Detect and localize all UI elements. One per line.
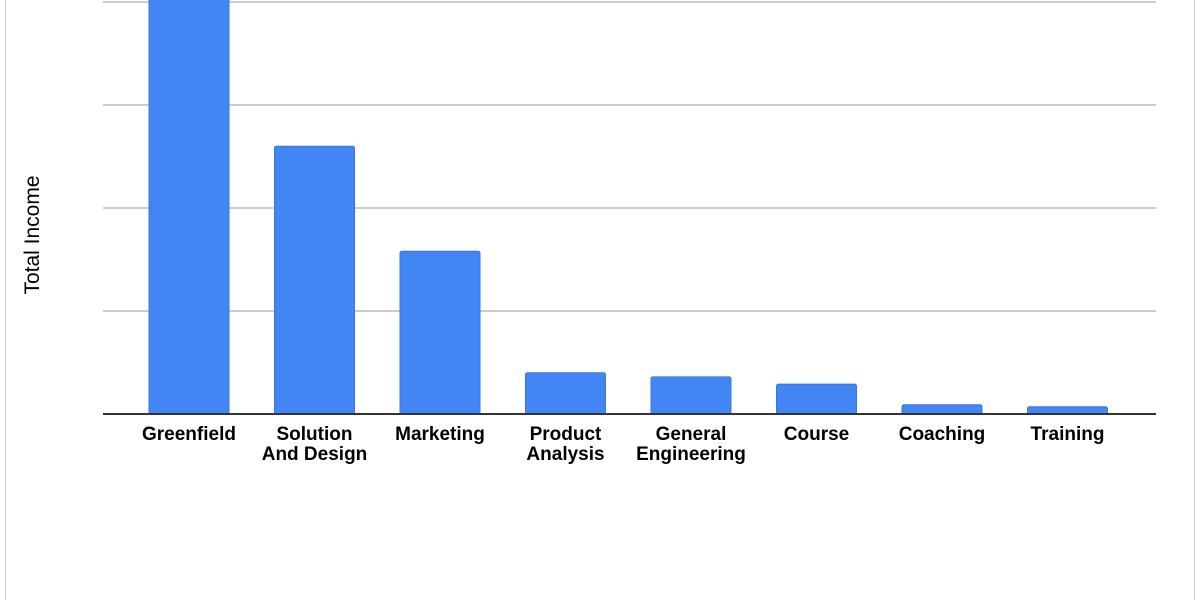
bar-chart: Greenfield Solution And Design Marketing Pro…	[21, 0, 1156, 465]
bar-general-engineering	[650, 376, 732, 415]
bar-coaching	[901, 404, 983, 415]
x-tick-label: Coaching	[899, 424, 986, 445]
bar-training	[1027, 406, 1108, 415]
x-tick-label: Marketing	[395, 424, 485, 445]
bar-product-analysis	[525, 372, 606, 415]
y-axis-label: Total Income	[21, 175, 44, 294]
x-tick-label: Solution And Design	[262, 424, 368, 465]
chart-frame: Greenfield Solution And Design Marketing Pro…	[5, 0, 1195, 600]
x-tick-label: General Engineering	[636, 424, 746, 465]
bars	[148, 0, 1108, 415]
x-tick-label: Course	[784, 424, 849, 445]
x-tick-label: Product Analysis	[526, 424, 604, 465]
gridlines	[103, 1, 1156, 312]
bar-course	[776, 383, 857, 415]
bar-greenfield	[148, 0, 230, 415]
x-tick-label: Training	[1031, 424, 1105, 445]
x-tick-labels: Greenfield Solution And Design Marketing Pro…	[142, 424, 1104, 465]
x-tick-label: Greenfield	[142, 424, 236, 445]
bar-marketing	[399, 250, 481, 415]
bar-solution-and-design	[274, 145, 355, 415]
